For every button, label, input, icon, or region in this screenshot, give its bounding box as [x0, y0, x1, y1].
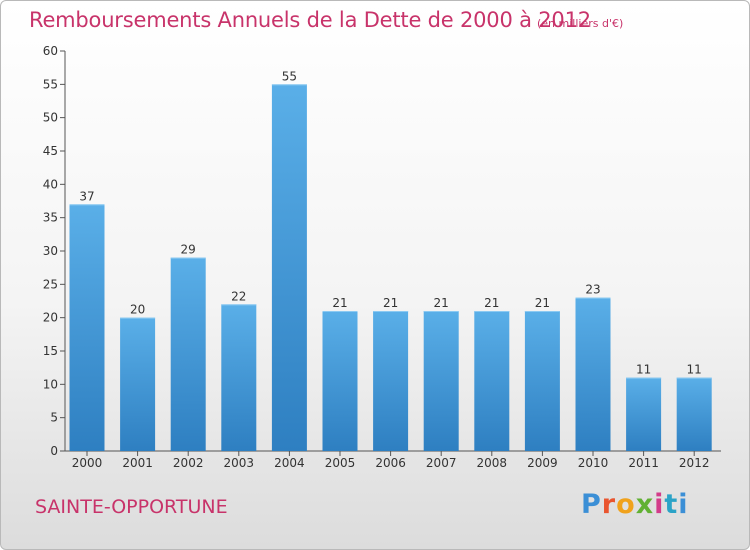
y-tick-label: 45 [43, 144, 58, 158]
y-tick-label: 25 [43, 277, 58, 291]
bar-2006 [373, 311, 409, 451]
bar-2000 [69, 204, 105, 451]
data-label-2007: 21 [434, 296, 449, 310]
data-label-2001: 20 [130, 303, 145, 317]
y-tick-label: 35 [43, 211, 58, 225]
bar-2003 [221, 304, 257, 451]
x-tick-label-2003: 2003 [224, 456, 255, 470]
data-label-2000: 37 [79, 189, 94, 203]
data-label-2012: 11 [687, 363, 702, 377]
y-tick-label: 15 [43, 344, 58, 358]
bar-2005 [322, 311, 358, 451]
bar-2001 [120, 317, 156, 451]
x-tick-label-2008: 2008 [477, 456, 508, 470]
bar-2010 [575, 297, 611, 451]
commune-name: SAINTE-OPPORTUNE [35, 496, 228, 518]
y-tick-label: 30 [43, 244, 58, 258]
y-tick-label: 40 [43, 177, 58, 191]
y-tick-label: 5 [50, 411, 58, 425]
bar-2004 [271, 84, 307, 451]
y-tick-label: 10 [43, 377, 58, 391]
bar-2009 [524, 311, 560, 451]
x-tick-label-2002: 2002 [173, 456, 204, 470]
data-label-2004: 55 [282, 69, 297, 83]
data-label-2002: 29 [181, 243, 196, 257]
bar-2011 [626, 377, 662, 451]
data-label-2011: 11 [636, 363, 651, 377]
data-label-2010: 23 [585, 283, 600, 297]
chart-title: Remboursements Annuels de la Dette de 20… [29, 8, 591, 32]
y-tick-label: 60 [43, 44, 58, 58]
y-tick-label: 50 [43, 111, 58, 125]
x-tick-label-2001: 2001 [122, 456, 153, 470]
x-tick-label-2012: 2012 [679, 456, 710, 470]
data-label-2006: 21 [383, 296, 398, 310]
data-label-2005: 21 [332, 296, 347, 310]
x-tick-label-2000: 2000 [72, 456, 103, 470]
data-label-2009: 21 [535, 296, 550, 310]
y-tick-label: 55 [43, 77, 58, 91]
x-tick-label-2004: 2004 [274, 456, 305, 470]
unit-label: (en milliers d'€) [537, 17, 624, 30]
x-tick-label-2005: 2005 [325, 456, 356, 470]
y-tick-label: 0 [50, 444, 58, 458]
x-tick-label-2011: 2011 [628, 456, 659, 470]
bar-2012 [676, 377, 712, 451]
bar-2007 [423, 311, 459, 451]
data-label-2008: 21 [484, 296, 499, 310]
bar-2008 [474, 311, 510, 451]
proxiti-logo: Proxiti [581, 489, 689, 520]
y-tick-label: 20 [43, 311, 58, 325]
x-tick-label-2010: 2010 [578, 456, 609, 470]
x-tick-label-2009: 2009 [527, 456, 558, 470]
data-label-2003: 22 [231, 289, 246, 303]
x-tick-label-2006: 2006 [375, 456, 406, 470]
x-tick-label-2007: 2007 [426, 456, 457, 470]
bar-2002 [170, 257, 206, 451]
